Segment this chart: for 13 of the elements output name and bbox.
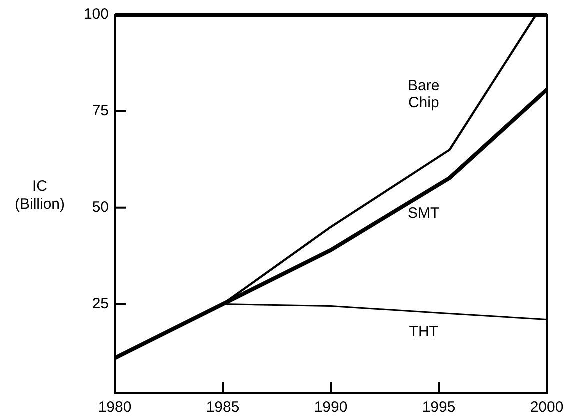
x-tick-label: 1995 [422, 399, 456, 416]
series-label: THT [409, 323, 438, 340]
x-tick-label: 2000 [530, 399, 564, 416]
x-tick-label: 1985 [206, 399, 240, 416]
series-label: Bare Chip [408, 77, 440, 112]
y-axis-title: IC (Billion) [14, 178, 66, 214]
y-tick-label: 100 [84, 6, 109, 24]
y-tick-label: 50 [92, 199, 109, 216]
y-tick-label: 75 [92, 102, 109, 120]
x-tick-label: 1990 [314, 399, 348, 416]
x-tick-label: 1980 [98, 399, 132, 416]
y-tick-label: 25 [92, 295, 109, 312]
series-label: SMT [408, 205, 440, 222]
